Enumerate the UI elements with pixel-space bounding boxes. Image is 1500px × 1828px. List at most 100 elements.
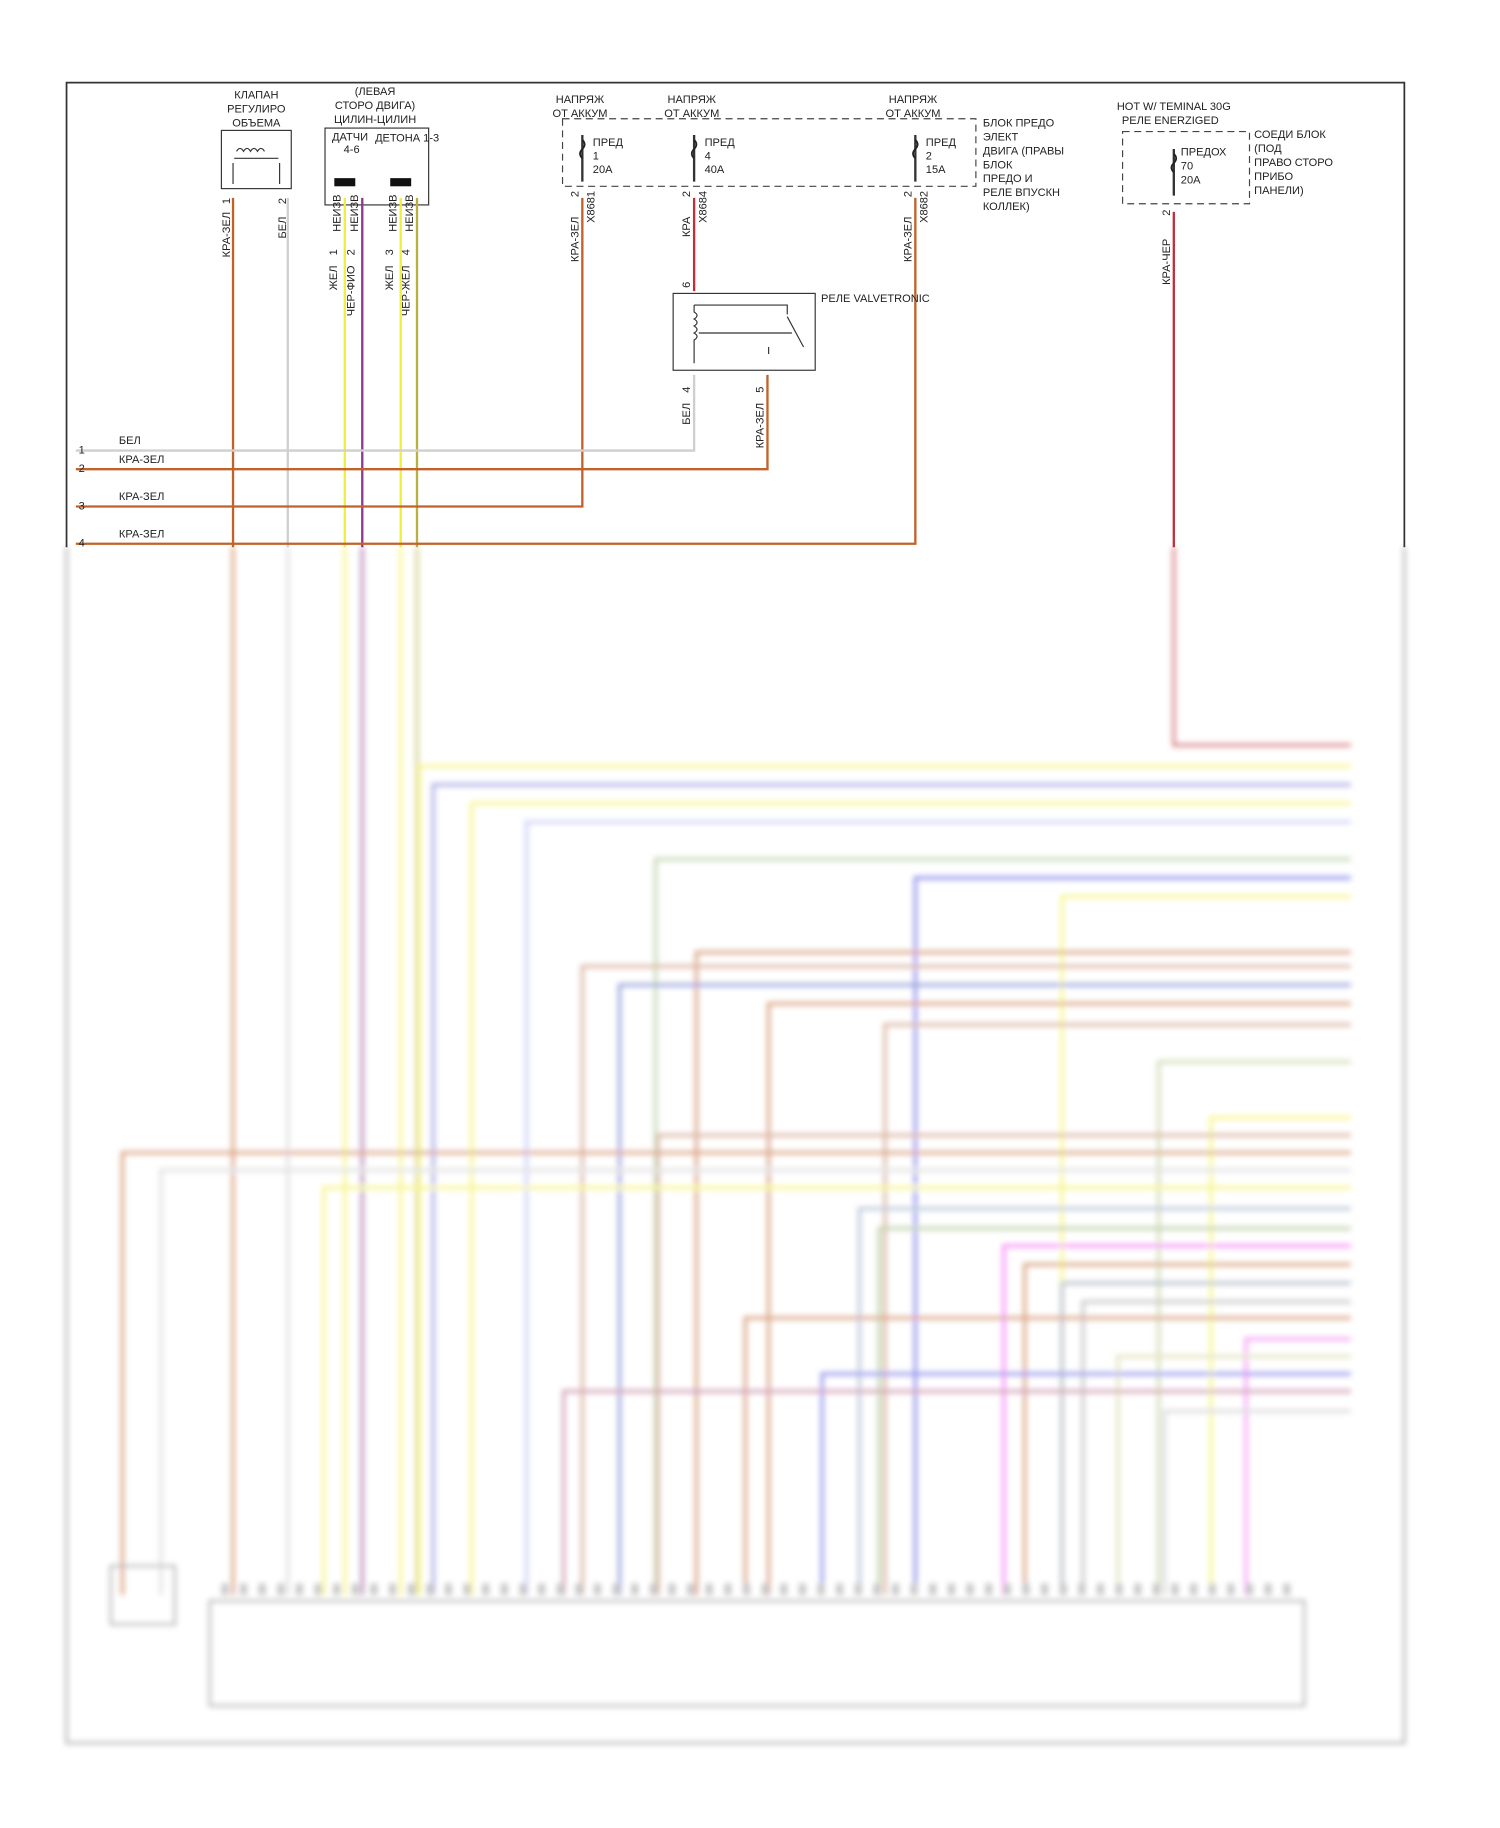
label: НАПРЯЖ [668, 94, 717, 106]
sensor-box [109, 1564, 176, 1626]
label: ПРЕД [705, 137, 736, 149]
blurred-wire [469, 801, 1351, 1596]
label: КОЛЛЕК) [983, 201, 1030, 213]
wire-label: КРА-ЗЕЛ [119, 528, 164, 540]
label: 15А [926, 164, 946, 176]
label: ОТ АККУМ [553, 108, 608, 120]
vertical-label: ЖЕЛ [328, 265, 340, 290]
vertical-label: 2 [902, 191, 914, 197]
label: 1 [593, 151, 599, 163]
label: РЕЛЕ ENERZIGED [1122, 115, 1219, 127]
vertical-label: КРА-ЧЕР [1161, 239, 1173, 285]
vertical-label: КРА [681, 216, 693, 237]
pin-stub [687, 1583, 695, 1596]
vertical-label: БЕЛ [277, 217, 289, 239]
label: НАПРЯЖ [556, 94, 605, 106]
label: КЛАПАН [234, 89, 278, 101]
pin-stub [1246, 1583, 1253, 1596]
pin-stub [985, 1583, 993, 1596]
vertical-label: 1 [221, 198, 233, 204]
vertical-label: X8682 [919, 191, 931, 223]
pin-stub [1115, 1583, 1123, 1596]
pin-stub [724, 1583, 732, 1596]
vertical-label: НЕИЗВ [349, 194, 361, 231]
pin-stub [892, 1583, 900, 1596]
blurred-wire [65, 547, 1406, 1745]
pin-stub [519, 1583, 527, 1596]
label: (ЛЕВАЯ [355, 86, 396, 98]
blurred-wire [524, 820, 1351, 1596]
wire [75, 197, 584, 508]
vertical-label: ЧЕР-ЖЕЛ [400, 265, 412, 316]
label: 40А [705, 164, 725, 176]
blurred-wire [120, 1150, 1351, 1596]
blurred-wire [694, 950, 1351, 1596]
vertical-label: 2 [277, 198, 289, 204]
label: ОТ АККУМ [886, 108, 941, 120]
label: 20А [1181, 174, 1201, 186]
blurred-wire [653, 857, 1351, 1596]
pin-stub [314, 1583, 322, 1596]
pin-stub [854, 1583, 862, 1596]
label: 4 [705, 151, 711, 163]
blurred-wire [656, 1133, 1351, 1596]
blurred-wire [1116, 1354, 1351, 1596]
pin-stub [761, 1583, 769, 1596]
label: ПРЕД [593, 137, 624, 149]
frame [65, 81, 1406, 548]
pin-stub [370, 1583, 378, 1596]
vertical-label: БЕЛ [681, 403, 693, 425]
wire [75, 374, 696, 452]
pin-stub [1059, 1583, 1067, 1596]
fuse-symbol [1170, 153, 1178, 173]
pin-stub [295, 1583, 303, 1596]
vertical-label: НЕИЗВ [404, 194, 416, 231]
blurred-wire [1023, 1262, 1351, 1596]
pin-stub [649, 1583, 657, 1596]
label: ДАТЧИ [332, 131, 368, 143]
wire [75, 197, 917, 545]
fuse-symbol [579, 139, 586, 159]
pin-stub [631, 1583, 639, 1596]
blurred-area [65, 547, 1406, 1745]
pin-stub [1152, 1583, 1160, 1596]
pin-stub [780, 1583, 788, 1596]
vertical-label: 2 [346, 249, 358, 255]
vertical-label: 3 [384, 249, 396, 255]
pin-number: 4 [79, 538, 85, 550]
vertical-label: КРА-ЗЕЛ [754, 403, 766, 448]
coil-symbol [232, 147, 281, 184]
blurred-wire [1060, 1281, 1351, 1596]
blurred-wire [743, 1316, 1351, 1596]
blurred-wire [877, 1226, 1351, 1596]
pin-stub [593, 1583, 601, 1596]
blurred-wire [1244, 1337, 1351, 1596]
vertical-label: X8681 [586, 191, 598, 223]
label: ПРАВО СТОРО [1254, 157, 1333, 169]
blurred-wire [431, 783, 1351, 1596]
pin-stub [1022, 1583, 1030, 1596]
pin-stub [556, 1583, 564, 1596]
label: ДЕТОНА 1-3 [375, 132, 439, 144]
vertical-label: 2 [681, 191, 693, 197]
pin-stub [668, 1583, 676, 1596]
pin-stub [817, 1583, 825, 1596]
label: ЭЛЕКТ [983, 131, 1019, 143]
pin-stub [1096, 1583, 1104, 1596]
blurred-wire [766, 1001, 1351, 1596]
blurred-wire [159, 1168, 1351, 1596]
pin-stub [612, 1583, 620, 1596]
blurred-wire [417, 764, 1351, 1596]
vertical-label: 5 [754, 387, 766, 393]
blurred-wire [1081, 1299, 1351, 1596]
blurred-wire [561, 1389, 1351, 1596]
pin-stub [1171, 1583, 1179, 1596]
wire-label: КРА-ЗЕЛ [119, 454, 164, 466]
label: ОТ АККУМ [664, 108, 719, 120]
blurred-wire [883, 1022, 1351, 1596]
blurred-wire [820, 1372, 1351, 1596]
label: СОЕДИ БЛОК [1254, 129, 1326, 141]
pin-stub [221, 1583, 229, 1596]
